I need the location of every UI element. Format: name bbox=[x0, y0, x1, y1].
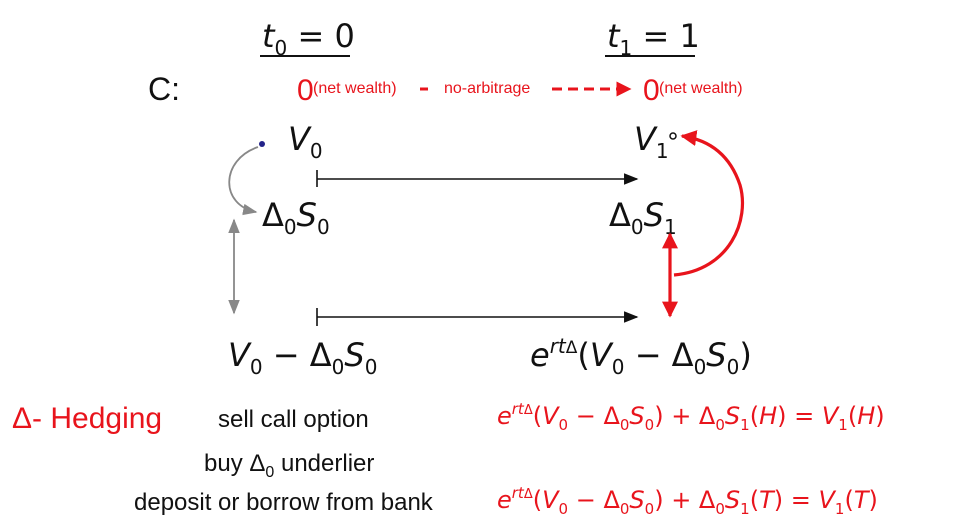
step-deposit-borrow: deposit or borrow from bank bbox=[134, 489, 434, 516]
time-label-t0: t0 = 0 bbox=[262, 17, 355, 60]
node-bank-t0: V0 − Δ0S0 bbox=[228, 336, 377, 379]
node-v1: V1 bbox=[634, 120, 669, 163]
node-delta0-s0: Δ0S0 bbox=[262, 196, 330, 239]
hedging-title: Δ- Hedging bbox=[12, 402, 162, 435]
node-v0: V0 bbox=[288, 120, 323, 163]
net-wealth-zero-left: 0 bbox=[297, 74, 314, 107]
no-arbitrage-label: no-arbitrage bbox=[444, 80, 530, 97]
equation-tails: ertΔ(V0 − Δ0S0) + Δ0S1(T) = V1(T) bbox=[497, 484, 878, 518]
v0-dot bbox=[259, 141, 265, 147]
step-sell-call: sell call option bbox=[218, 406, 369, 433]
gray-curved-arrow bbox=[228, 146, 259, 216]
net-wealth-label-right: (net wealth) bbox=[659, 80, 743, 97]
time-label-t1: t1 = 1 bbox=[607, 17, 700, 60]
node-bank-t1: ertΔ(V0 − Δ0S0) bbox=[530, 334, 752, 379]
red-curved-arrow bbox=[673, 130, 745, 277]
net-wealth-label-left: (net wealth) bbox=[313, 80, 397, 97]
v1-dot bbox=[669, 132, 677, 140]
net-wealth-zero-right: 0 bbox=[643, 74, 660, 107]
step-buy-underlier: buy Δ0 underlier bbox=[204, 450, 374, 481]
call-row-label: C: bbox=[148, 71, 180, 107]
node-delta0-s1: Δ0S1 bbox=[609, 196, 677, 239]
equation-heads: ertΔ(V0 − Δ0S0) + Δ0S1(H) = V1(H) bbox=[497, 400, 885, 434]
